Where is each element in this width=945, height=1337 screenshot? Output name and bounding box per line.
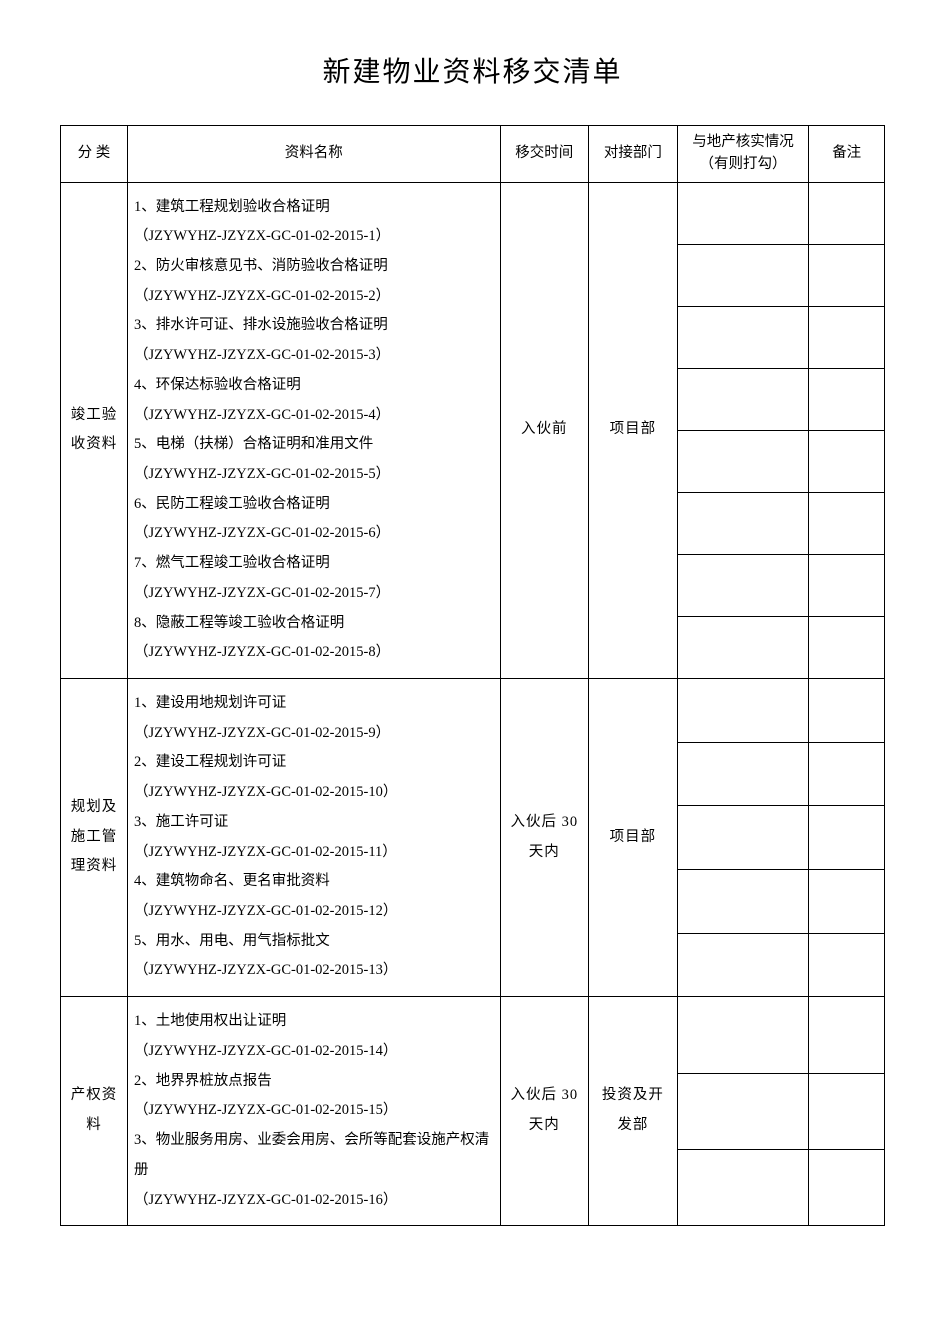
cell-note: [809, 492, 885, 554]
cell-verification: [677, 430, 809, 492]
table-body: 竣工验收资料1、建筑工程规划验收合格证明（JZYWYHZ-JZYZX-GC-01…: [61, 182, 885, 1226]
cell-verification: [677, 679, 809, 743]
cell-verification: [677, 869, 809, 933]
cell-department: 项目部: [589, 182, 678, 679]
header-check: 与地产核实情况（有则打勾）: [677, 126, 809, 183]
cell-note: [809, 244, 885, 306]
cell-material-list: 1、建设用地规划许可证（JZYWYHZ-JZYZX-GC-01-02-2015-…: [127, 679, 500, 997]
table-row: 竣工验收资料1、建筑工程规划验收合格证明（JZYWYHZ-JZYZX-GC-01…: [61, 182, 885, 244]
cell-verification: [677, 1149, 809, 1225]
cell-note: [809, 182, 885, 244]
cell-category: 产权资料: [61, 997, 128, 1226]
cell-verification: [677, 1073, 809, 1149]
cell-note: [809, 430, 885, 492]
cell-verification: [677, 306, 809, 368]
cell-note: [809, 554, 885, 616]
cell-note: [809, 616, 885, 678]
cell-note: [809, 806, 885, 870]
table-header-row: 分 类 资料名称 移交时间 对接部门 与地产核实情况（有则打勾） 备注: [61, 126, 885, 183]
cell-note: [809, 1073, 885, 1149]
cell-handover-time: 入伙后 30天内: [500, 997, 589, 1226]
cell-verification: [677, 244, 809, 306]
cell-note: [809, 368, 885, 430]
document-title: 新建物业资料移交清单: [60, 50, 885, 90]
cell-verification: [677, 182, 809, 244]
cell-department: 项目部: [589, 679, 678, 997]
cell-verification: [677, 806, 809, 870]
header-time: 移交时间: [500, 126, 589, 183]
cell-verification: [677, 554, 809, 616]
cell-department: 投资及开发部: [589, 997, 678, 1226]
cell-verification: [677, 368, 809, 430]
cell-handover-time: 入伙后 30天内: [500, 679, 589, 997]
cell-verification: [677, 616, 809, 678]
cell-verification: [677, 742, 809, 806]
cell-note: [809, 997, 885, 1073]
cell-verification: [677, 933, 809, 997]
cell-category: 竣工验收资料: [61, 182, 128, 679]
cell-note: [809, 679, 885, 743]
cell-note: [809, 742, 885, 806]
cell-material-list: 1、建筑工程规划验收合格证明（JZYWYHZ-JZYZX-GC-01-02-20…: [127, 182, 500, 679]
table-row: 规划及施工管理资料1、建设用地规划许可证（JZYWYHZ-JZYZX-GC-01…: [61, 679, 885, 743]
cell-note: [809, 933, 885, 997]
table-row: 产权资料1、土地使用权出让证明（JZYWYHZ-JZYZX-GC-01-02-2…: [61, 997, 885, 1073]
cell-note: [809, 869, 885, 933]
header-category: 分 类: [61, 126, 128, 183]
cell-verification: [677, 997, 809, 1073]
cell-handover-time: 入伙前: [500, 182, 589, 679]
cell-verification: [677, 492, 809, 554]
header-note: 备注: [809, 126, 885, 183]
header-dept: 对接部门: [589, 126, 678, 183]
header-name: 资料名称: [127, 126, 500, 183]
cell-material-list: 1、土地使用权出让证明（JZYWYHZ-JZYZX-GC-01-02-2015-…: [127, 997, 500, 1226]
handover-table: 分 类 资料名称 移交时间 对接部门 与地产核实情况（有则打勾） 备注 竣工验收…: [60, 125, 885, 1226]
cell-note: [809, 306, 885, 368]
cell-note: [809, 1149, 885, 1225]
cell-category: 规划及施工管理资料: [61, 679, 128, 997]
